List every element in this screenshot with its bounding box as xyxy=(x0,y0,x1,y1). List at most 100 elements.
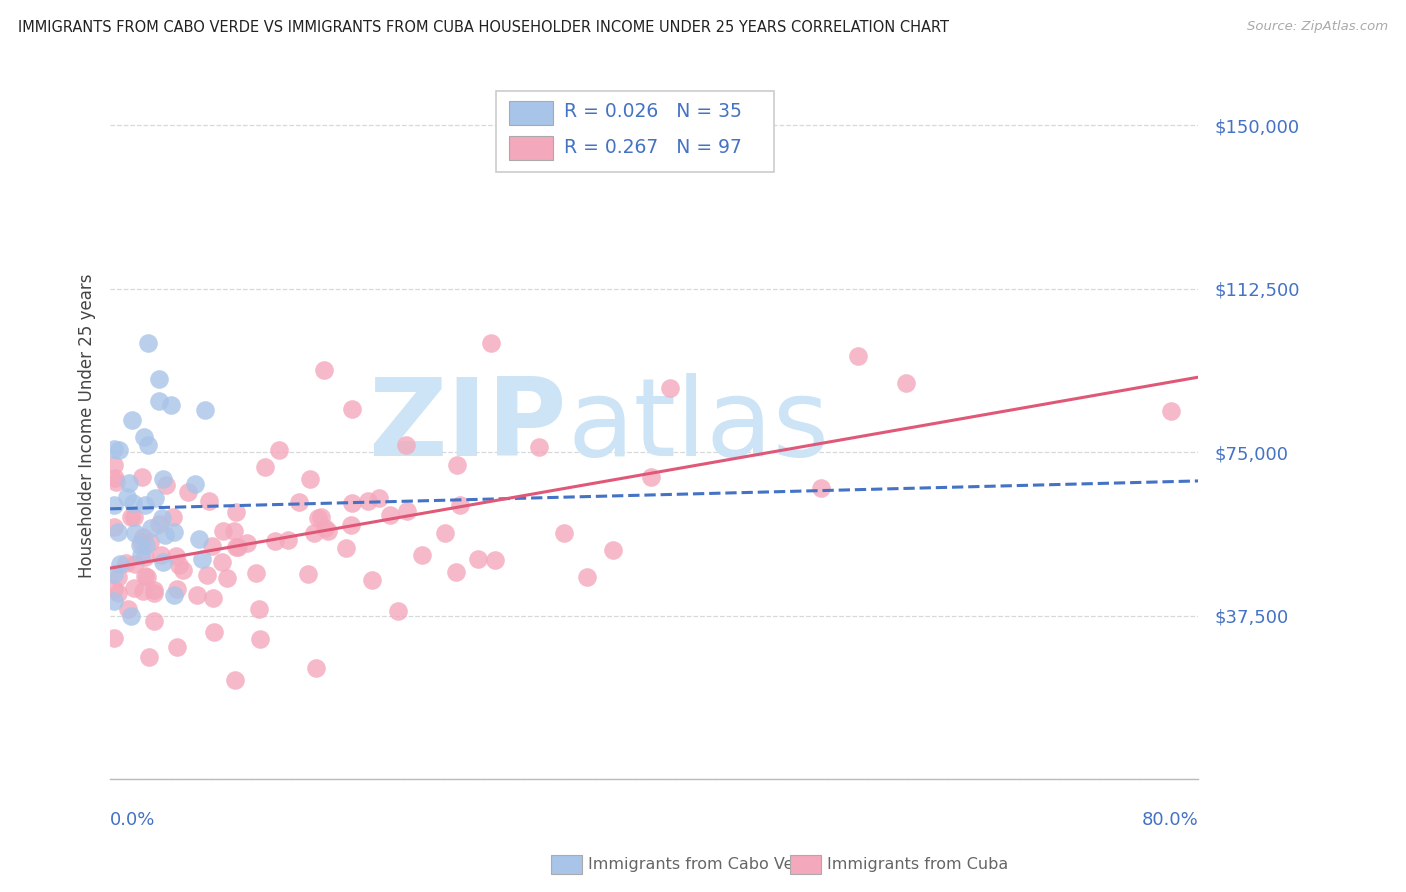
Point xyxy=(122,510,145,524)
Point xyxy=(211,555,233,569)
Point xyxy=(245,566,267,580)
Point xyxy=(222,524,245,539)
Point xyxy=(387,604,409,618)
Point xyxy=(150,548,173,562)
Point xyxy=(148,372,170,386)
Text: Immigrants from Cuba: Immigrants from Cuba xyxy=(827,857,1008,871)
Point xyxy=(152,472,174,486)
Point xyxy=(299,472,322,486)
Point xyxy=(228,541,250,555)
Point xyxy=(163,588,186,602)
Point xyxy=(202,624,225,639)
Point xyxy=(141,521,163,535)
Point xyxy=(1160,403,1182,417)
Point xyxy=(212,524,235,538)
Point xyxy=(152,555,174,569)
Point xyxy=(277,533,299,547)
Point xyxy=(118,476,141,491)
Point xyxy=(307,511,329,525)
Point xyxy=(131,583,153,598)
Point xyxy=(160,399,183,413)
Point xyxy=(254,460,277,475)
Point xyxy=(120,608,142,623)
Point xyxy=(225,541,247,555)
Point xyxy=(304,525,326,540)
Point xyxy=(136,570,159,584)
Text: Immigrants from Cabo Verde: Immigrants from Cabo Verde xyxy=(588,857,820,871)
Point xyxy=(138,649,160,664)
FancyBboxPatch shape xyxy=(509,136,553,160)
Point xyxy=(155,478,177,492)
Point xyxy=(264,534,287,549)
Point xyxy=(124,557,146,571)
Point xyxy=(103,458,125,472)
Point xyxy=(166,582,188,597)
Point xyxy=(249,632,271,646)
Point xyxy=(107,443,129,458)
Point xyxy=(527,440,550,454)
Point xyxy=(148,394,170,409)
Point xyxy=(135,538,157,552)
Point xyxy=(117,602,139,616)
Point xyxy=(152,510,174,524)
Point xyxy=(479,336,502,351)
Point xyxy=(217,571,239,585)
Point xyxy=(602,543,624,558)
Point xyxy=(236,536,259,550)
Point xyxy=(305,661,328,675)
Point xyxy=(394,438,416,452)
Point xyxy=(134,430,156,444)
Point xyxy=(121,412,143,426)
Point xyxy=(129,538,152,552)
Point xyxy=(314,521,336,535)
Point xyxy=(380,508,402,522)
Point xyxy=(553,525,575,540)
Point xyxy=(318,524,340,538)
Point xyxy=(103,498,125,512)
Text: atlas: atlas xyxy=(567,373,830,479)
Point xyxy=(103,442,125,456)
Point xyxy=(134,550,156,565)
Point xyxy=(484,553,506,567)
Point xyxy=(103,594,125,608)
Point xyxy=(360,573,382,587)
FancyBboxPatch shape xyxy=(509,101,553,125)
Point xyxy=(340,496,363,510)
Point xyxy=(142,585,165,599)
Point xyxy=(103,582,125,597)
Point xyxy=(166,640,188,655)
Point xyxy=(340,518,363,533)
Point xyxy=(340,401,363,416)
Point xyxy=(148,516,170,531)
Point xyxy=(576,570,599,584)
Point xyxy=(115,556,138,570)
Point xyxy=(810,481,832,495)
Text: Source: ZipAtlas.com: Source: ZipAtlas.com xyxy=(1247,20,1388,33)
FancyBboxPatch shape xyxy=(496,91,773,172)
Point xyxy=(121,496,143,510)
Point xyxy=(129,549,152,563)
Y-axis label: Householder Income Under 25 years: Householder Income Under 25 years xyxy=(79,274,96,578)
Point xyxy=(169,558,191,573)
Point xyxy=(124,581,146,595)
Point xyxy=(191,552,214,566)
Point xyxy=(172,563,194,577)
Point xyxy=(311,509,333,524)
Point xyxy=(115,491,138,505)
Point xyxy=(103,567,125,582)
Point xyxy=(107,524,129,539)
Point xyxy=(138,534,160,549)
Point xyxy=(153,528,176,542)
Point xyxy=(194,403,217,417)
Text: 80.0%: 80.0% xyxy=(1142,811,1198,829)
Point xyxy=(143,491,166,505)
Point xyxy=(107,586,129,600)
Point xyxy=(162,509,184,524)
Point xyxy=(188,533,211,547)
Point xyxy=(195,567,218,582)
Point xyxy=(165,549,187,564)
Point xyxy=(201,591,224,606)
Point xyxy=(267,443,290,458)
Point xyxy=(357,494,380,508)
Point xyxy=(446,458,468,473)
